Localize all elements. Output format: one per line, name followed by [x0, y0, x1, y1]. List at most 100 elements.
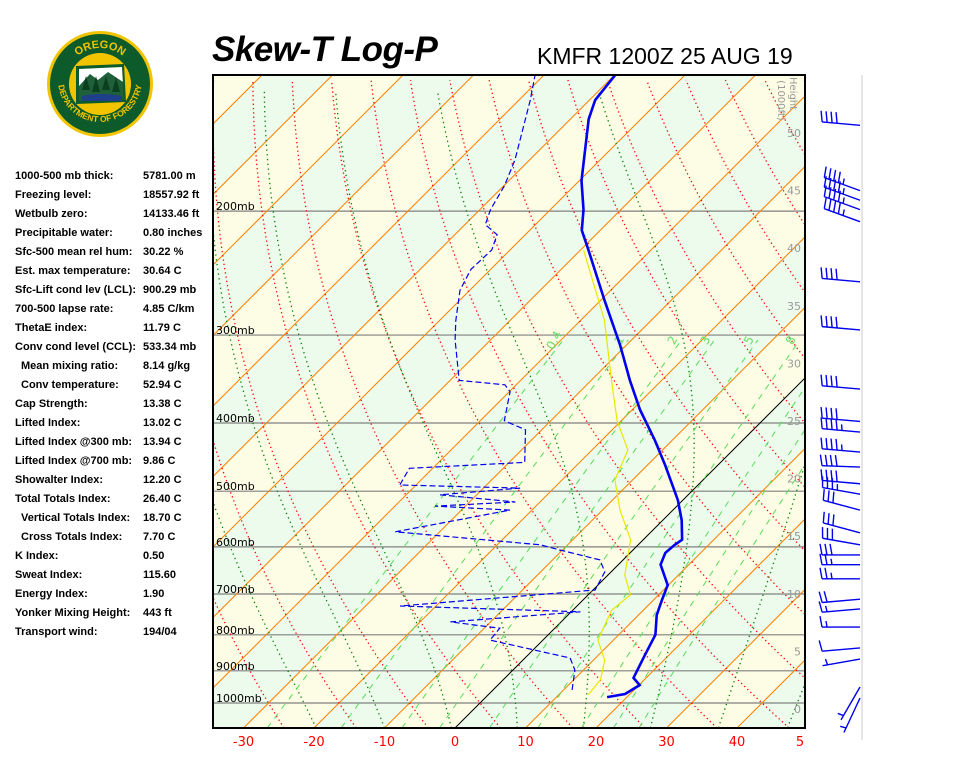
stat-row: Cap Strength: 13.38 C — [15, 396, 215, 415]
stat-row: Conv cond level (CCL): 533.34 mb — [15, 339, 215, 358]
wind-barb-full — [822, 489, 825, 501]
stat-value: 13.94 C — [143, 436, 182, 448]
height-axis-label-line: (1000ft) — [775, 77, 786, 121]
mixing-ratio-line — [489, 339, 759, 728]
isotherm — [213, 75, 686, 548]
wind-barb — [821, 527, 861, 546]
stat-row: Vertical Totals Index: 18.70 C — [15, 510, 215, 529]
wind-barb-staff — [824, 208, 861, 223]
wind-barb — [840, 697, 861, 733]
wind-barb-half — [842, 178, 845, 185]
mixing-ratio-line — [537, 339, 801, 728]
wind-barb-full — [819, 567, 823, 579]
chart-title: Skew-T Log-P — [212, 30, 438, 69]
stat-value: 12.20 C — [143, 474, 182, 486]
stat-value: 14133.46 ft — [143, 208, 200, 220]
wind-barb-staff — [822, 537, 861, 546]
wind-barb — [822, 658, 861, 667]
wind-barb-full — [820, 417, 823, 429]
stat-label: Mean mixing ratio: — [21, 360, 119, 372]
wind-barb-full — [832, 169, 837, 182]
stat-label: Conv temperature: — [21, 379, 119, 391]
stat-row: Energy Index: 1.90 — [15, 586, 215, 605]
wind-barb-full — [825, 375, 828, 387]
dry-adiabat — [685, 79, 805, 294]
wind-barb-full — [822, 511, 825, 524]
wind-barb-half — [842, 209, 845, 216]
wind-barb-staff — [822, 479, 861, 485]
temperature-band — [213, 75, 805, 688]
wind-barb-full — [835, 268, 838, 280]
wind-barb — [820, 315, 861, 331]
wind-barb — [822, 489, 861, 511]
stat-row: Precipitable water: 0.80 inches — [15, 225, 215, 244]
wind-barb-full — [825, 315, 828, 328]
stat-row: Lifted Index: 13.02 C — [15, 415, 215, 434]
wind-barb — [820, 267, 861, 283]
sounding-indices-panel: 1000-500 mb thick: 5781.00 m Freezing leve… — [15, 168, 215, 643]
wind-barb-full — [819, 454, 823, 466]
series-dewpoint — [395, 75, 606, 690]
height-tick-label: 40 — [787, 242, 801, 255]
wind-barb-half — [824, 605, 828, 612]
height-tick-label: 5 — [794, 645, 801, 658]
dry-adiabat — [803, 79, 805, 83]
wind-barb-full — [825, 417, 828, 430]
wind-barb-full — [819, 615, 823, 628]
stat-value: 4.85 C/km — [143, 303, 195, 315]
pressure-label: 200mb — [216, 200, 255, 213]
wind-barb-full — [829, 543, 833, 556]
isotherm — [384, 306, 805, 728]
wind-barb-full — [820, 267, 823, 279]
wind-barb-staff — [822, 448, 861, 453]
wind-barb — [822, 511, 861, 534]
isotherm — [213, 75, 474, 337]
stat-row: Total Totals Index: 26.40 C — [15, 491, 215, 510]
wind-barb — [837, 686, 861, 721]
height-axis-label: Height (1000ft) — [775, 77, 798, 121]
moist-adiabat — [213, 499, 317, 728]
wind-barb-full — [819, 553, 823, 565]
wind-barb-full — [832, 514, 835, 526]
wind-barb-full — [837, 202, 841, 214]
height-tick-label: 15 — [787, 530, 801, 543]
dry-adiabat — [84, 80, 212, 728]
stat-label: Est. max temperature: — [15, 265, 131, 277]
wind-barb-full — [823, 176, 827, 188]
wind-barb-staff — [821, 464, 861, 468]
wind-barb-full — [824, 454, 828, 466]
wind-barb-full — [837, 181, 841, 193]
stat-label: K Index: — [15, 550, 59, 562]
wind-barb — [819, 553, 860, 566]
x-tick-label: -30 — [233, 735, 254, 750]
mixing-ratio-line — [439, 339, 715, 728]
wind-barb-staff — [822, 325, 861, 331]
height-tick-label: 0 — [794, 703, 801, 716]
stat-value: 1.90 — [143, 588, 165, 600]
pressure-label: 800mb — [216, 624, 255, 637]
stat-row: Showalter Index: 12.20 C — [15, 472, 215, 491]
station-time-label: KMFR 1200Z 25 AUG 19 — [537, 43, 793, 69]
wind-barb-full — [837, 171, 841, 183]
pressure-label: 1000mb — [216, 692, 262, 705]
stat-row: Sweat Index: 115.60 — [15, 567, 215, 586]
wind-barb-full — [830, 418, 833, 430]
wind-barb-half — [825, 620, 828, 628]
wind-barb-full — [818, 601, 823, 613]
wind-barb-full — [828, 168, 832, 180]
stat-label: Showalter Index: — [15, 474, 104, 486]
stat-row: Freezing level: 18557.92 ft — [15, 187, 215, 206]
stat-value: 7.70 C — [143, 531, 176, 543]
stat-label: Total Totals Index: — [15, 493, 111, 505]
wind-barb-full — [828, 199, 832, 211]
wind-barb-full — [832, 188, 837, 201]
pressure-label: 900mb — [216, 660, 255, 673]
stat-value: 443 ft — [143, 607, 172, 619]
moist-adiabat — [436, 90, 590, 728]
stat-row: K Index: 0.50 — [15, 548, 215, 567]
wind-barb-full — [835, 375, 838, 388]
stat-value: 5781.00 m — [143, 170, 196, 182]
stat-label: Energy Index: — [15, 588, 88, 600]
plot-frame — [212, 74, 806, 729]
wind-barb-staff — [822, 598, 861, 604]
